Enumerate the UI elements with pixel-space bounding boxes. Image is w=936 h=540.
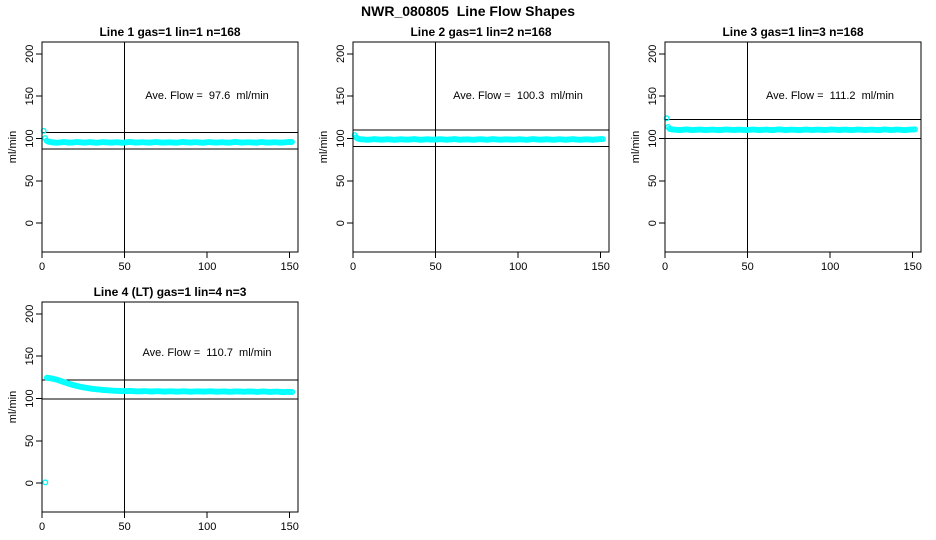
panel-1-plot: 0 50 100 150 0 50 100 150 200 ml/min	[7, 41, 299, 273]
panel-3-title: Line 3 gas=1 lin=3 n=168	[722, 25, 864, 39]
x-tick-label: 50	[741, 261, 753, 273]
y-tick-label: 150	[647, 87, 659, 105]
data-points	[663, 115, 918, 134]
x-tick-label: 0	[350, 261, 356, 273]
y-tick-label: 150	[24, 347, 36, 365]
y-axis-label: ml/min	[7, 131, 19, 163]
panel-2-title: Line 2 gas=1 lin=2 n=168	[410, 25, 552, 39]
y-tick-label: 0	[24, 220, 36, 226]
y-tick-label: 200	[335, 45, 347, 63]
y-tick-label: 200	[24, 45, 36, 63]
plot-box	[664, 41, 922, 253]
panel-1-title: Line 1 gas=1 lin=1 n=168	[99, 25, 241, 39]
y-tick-label: 50	[24, 175, 36, 187]
x-tick-label: 50	[118, 521, 130, 533]
y-axis-label: ml/min	[318, 131, 330, 163]
x-tick-label: 100	[198, 521, 216, 533]
axes: 0 50 100 150 0 50 100 150 200 ml/min	[7, 305, 299, 533]
x-tick-label: 100	[198, 261, 216, 273]
panel-3-plot: 0 50 100 150 0 50 100 150 200 ml/min	[630, 41, 922, 273]
panel-1-ave-flow-label: Ave. Flow = 97.6 ml/min	[145, 90, 269, 102]
axes: 0 50 100 150 0 50 100 150 200 ml/min	[7, 45, 299, 273]
y-tick-label: 100	[335, 129, 347, 147]
reference-lines	[42, 302, 298, 512]
panel-4-ave-flow-label: Ave. Flow = 110.7 ml/min	[142, 347, 272, 359]
y-tick-label: 150	[24, 87, 36, 105]
x-tick-label: 100	[509, 261, 527, 273]
y-tick-label: 100	[647, 129, 659, 147]
data-points	[40, 127, 295, 146]
y-tick-label: 50	[335, 175, 347, 187]
page-title: NWR_080805 Line Flow Shapes	[361, 3, 575, 19]
x-tick-label: 0	[39, 261, 45, 273]
reference-lines	[353, 42, 609, 252]
y-tick-label: 150	[335, 87, 347, 105]
y-axis-label: ml/min	[630, 131, 642, 163]
panel-4-plot: 0 50 100 150 0 50 100 150 200 ml/min	[7, 301, 299, 533]
y-tick-label: 0	[335, 220, 347, 226]
x-tick-label: 150	[281, 261, 299, 273]
x-tick-label: 150	[592, 261, 610, 273]
panel-2-plot: 0 50 100 150 0 50 100 150 200 ml/min	[318, 41, 610, 273]
axes: 0 50 100 150 0 50 100 150 200 ml/min	[318, 45, 610, 273]
y-tick-label: 50	[24, 435, 36, 447]
x-tick-label: 150	[904, 261, 922, 273]
y-axis-label: ml/min	[7, 391, 19, 423]
y-tick-label: 50	[647, 175, 659, 187]
x-tick-label: 0	[39, 521, 45, 533]
panel-3-ave-flow-label: Ave. Flow = 111.2 ml/min	[765, 90, 895, 102]
axes: 0 50 100 150 0 50 100 150 200 ml/min	[630, 45, 922, 273]
y-tick-label: 100	[24, 129, 36, 147]
plot-box	[41, 301, 299, 513]
plot-box	[41, 41, 299, 253]
y-tick-label: 200	[647, 45, 659, 63]
plot-box	[352, 41, 610, 253]
x-tick-label: 100	[821, 261, 839, 273]
x-tick-label: 0	[662, 261, 668, 273]
x-tick-label: 50	[429, 261, 441, 273]
y-tick-label: 200	[24, 305, 36, 323]
panel-2-ave-flow-label: Ave. Flow = 100.3 ml/min	[453, 90, 583, 102]
data-points	[351, 132, 606, 143]
y-tick-label: 100	[24, 389, 36, 407]
reference-lines	[42, 42, 298, 252]
y-tick-label: 0	[24, 480, 36, 486]
reference-lines	[665, 42, 921, 252]
y-tick-label: 0	[647, 220, 659, 226]
data-points	[42, 374, 296, 486]
panel-4-title: Line 4 (LT) gas=1 lin=4 n=3	[93, 285, 247, 299]
x-tick-label: 50	[118, 261, 130, 273]
x-tick-label: 150	[281, 521, 299, 533]
